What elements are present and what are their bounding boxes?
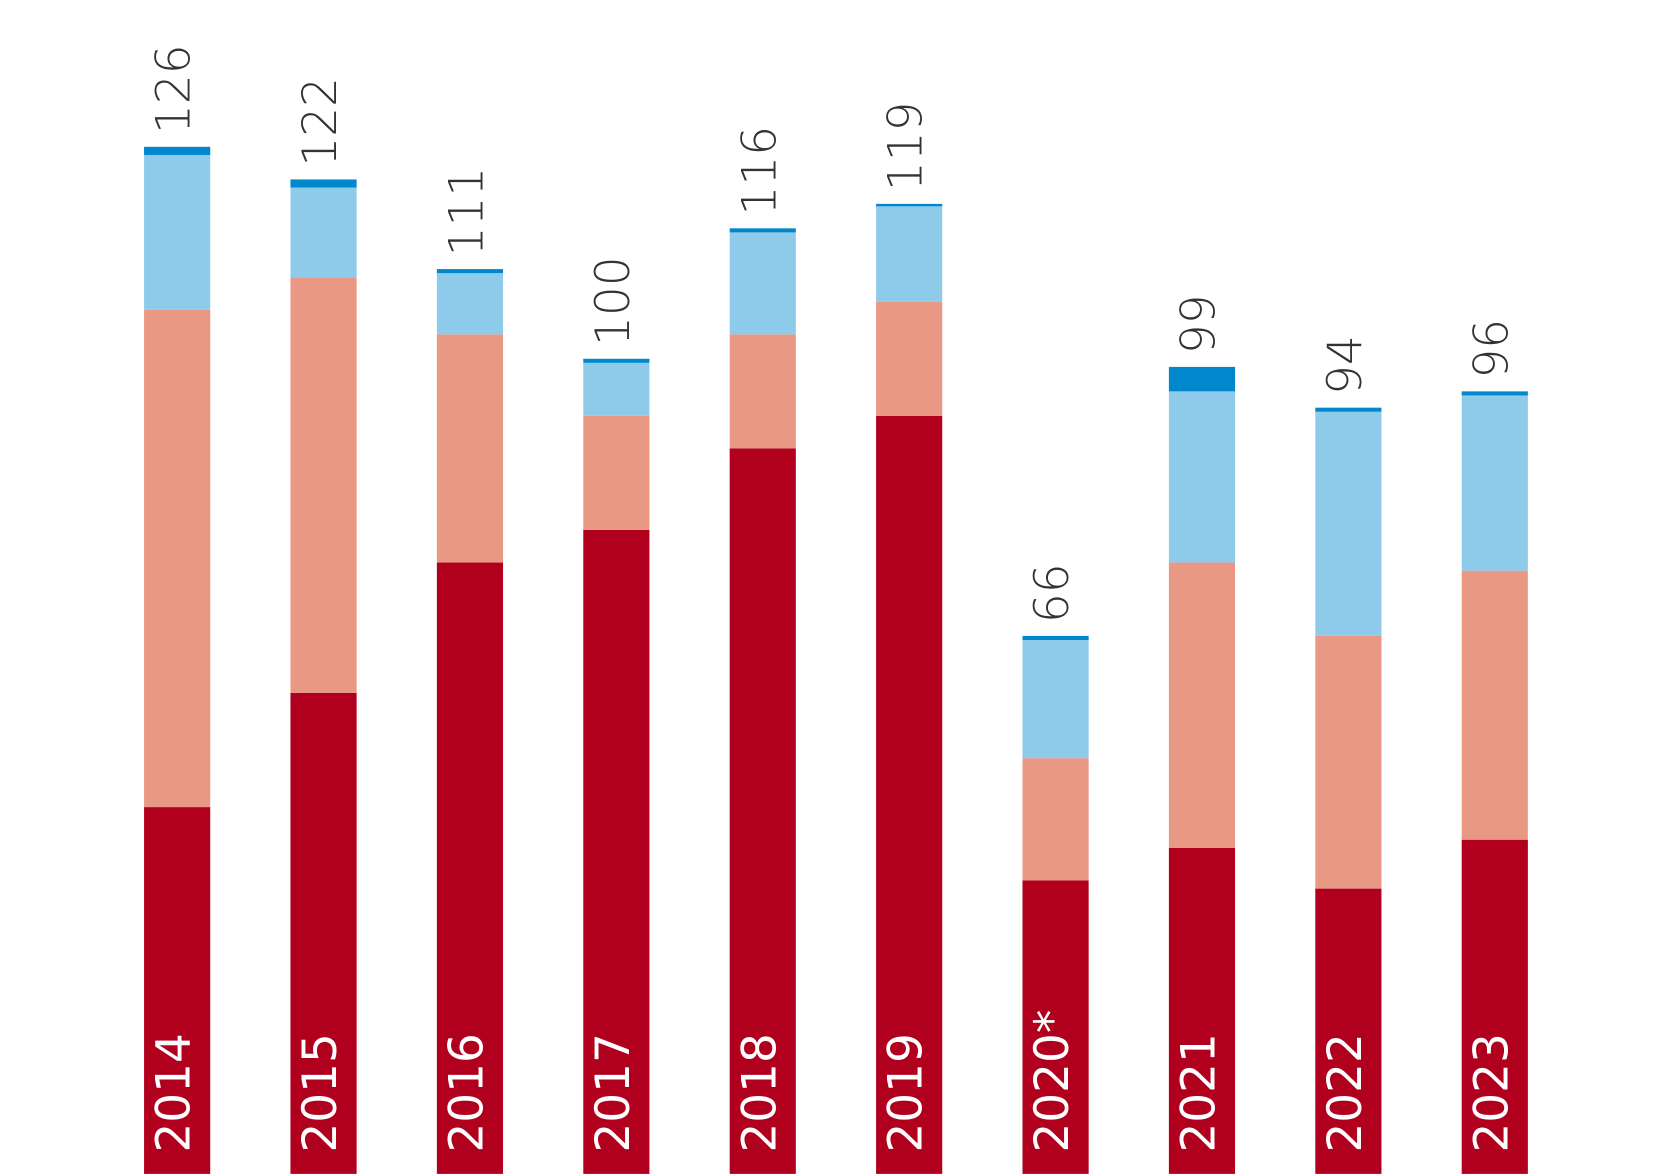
bar-segment xyxy=(1461,839,1528,1174)
total-label: 100 xyxy=(586,256,641,346)
bar-segment xyxy=(436,273,504,335)
bar-segment xyxy=(1315,411,1382,636)
bar-segment xyxy=(1168,847,1236,1174)
bar-segment xyxy=(729,232,796,335)
total-label: 116 xyxy=(732,126,787,216)
bar-segment xyxy=(876,301,943,416)
bar-segment xyxy=(1461,391,1528,396)
bar-segment xyxy=(583,415,650,530)
category-label: 2023 xyxy=(1464,1033,1519,1152)
bar-segment xyxy=(436,562,504,1174)
bar-segment xyxy=(583,358,650,363)
bar-segment xyxy=(583,529,650,1174)
bar-segment xyxy=(729,448,796,1174)
bar-segment xyxy=(436,334,504,563)
bar-segment xyxy=(144,146,211,155)
bar-segment xyxy=(144,807,211,1174)
total-label: 66 xyxy=(1025,563,1080,623)
category-label: 2021 xyxy=(1171,1033,1226,1152)
bar-segment xyxy=(1315,407,1382,412)
bar-segment xyxy=(729,334,796,449)
bar-segment xyxy=(290,179,357,188)
bar-segment xyxy=(876,206,943,302)
category-label: 2016 xyxy=(439,1033,494,1152)
bar-segment xyxy=(436,269,504,274)
bar-segment xyxy=(1168,391,1236,563)
bar-segment xyxy=(290,277,357,693)
bar-segment xyxy=(1168,366,1236,392)
bar-segment xyxy=(876,415,943,1174)
bar-segment xyxy=(1461,395,1528,571)
category-label: 2017 xyxy=(586,1033,641,1152)
category-label: 2018 xyxy=(732,1033,787,1152)
bar-segment xyxy=(290,187,357,278)
total-label: 99 xyxy=(1171,294,1226,354)
bar-segment xyxy=(583,362,650,416)
category-label: 2015 xyxy=(293,1033,348,1152)
category-label: 2019 xyxy=(879,1033,934,1152)
total-label: 111 xyxy=(439,167,494,257)
bar-segment xyxy=(290,692,357,1174)
category-label: 2020* xyxy=(1025,1010,1080,1153)
category-label: 2022 xyxy=(1318,1033,1373,1152)
bar-segment xyxy=(876,203,943,207)
total-label: 96 xyxy=(1464,319,1519,379)
bar-segment xyxy=(1022,758,1089,881)
total-label: 122 xyxy=(293,77,348,167)
bar-segment xyxy=(1315,888,1382,1174)
total-label: 119 xyxy=(879,101,934,191)
bar-segment xyxy=(1022,639,1089,759)
category-label: 2014 xyxy=(147,1033,202,1152)
bar-segment xyxy=(1022,880,1089,1174)
total-label: 94 xyxy=(1318,335,1373,395)
bar-segment xyxy=(144,309,211,808)
bar-segment xyxy=(144,154,211,310)
bar-segment xyxy=(1168,562,1236,848)
bar-segment xyxy=(1461,570,1528,840)
bar-segment xyxy=(1022,635,1089,640)
bar-segment xyxy=(1315,635,1382,889)
total-label: 126 xyxy=(147,44,202,134)
bar-segment xyxy=(729,228,796,233)
